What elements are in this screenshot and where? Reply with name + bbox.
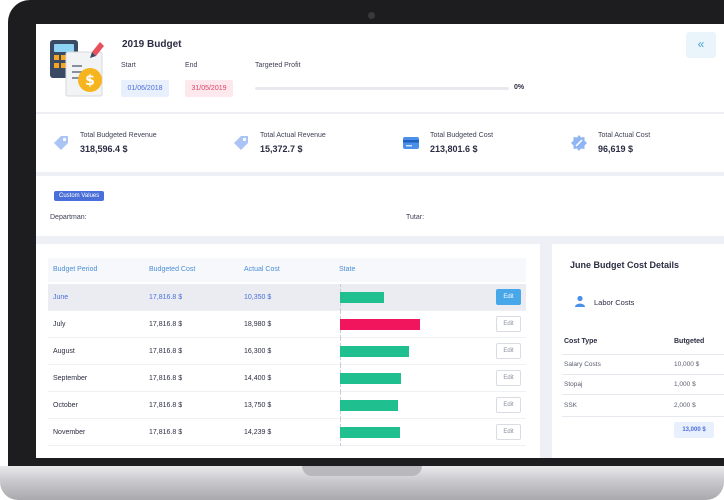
column-header: Budgeted Cost [149, 266, 196, 273]
table-row[interactable]: August 17,816.8 $ 16,300 $ Edit [48, 338, 526, 365]
start-label: Start [121, 62, 136, 69]
stat-value: 15,372.7 $ [260, 144, 303, 154]
budgeted-cell: 10,000 $ [674, 361, 700, 368]
custom-values-card: Custom Values Departman: Tutar: [36, 176, 724, 236]
edit-button[interactable]: Edit [496, 343, 521, 359]
budgeted-cost-cell: 17,816.8 $ [149, 429, 183, 436]
credit-card-icon [403, 137, 419, 149]
column-header: Budget Period [53, 266, 98, 273]
actual-cost-cell: 14,239 $ [244, 429, 272, 436]
state-bar [340, 427, 400, 438]
stat-value: 96,619 $ [598, 144, 634, 154]
column-header: State [339, 266, 356, 273]
budgeted-cost-cell: 17,816.8 $ [149, 294, 183, 301]
divider [562, 394, 724, 395]
end-date-field[interactable]: 31/05/2019 [185, 80, 233, 97]
budget-header-card: $ 2019 Budget Start End Targeted Profit … [36, 24, 724, 112]
cost-type-cell: Stopaj [564, 381, 583, 388]
actual-cost-cell: 18,980 $ [244, 321, 272, 328]
custom-values-badge: Custom Values [54, 191, 105, 201]
stat-title: Total Budgeted Cost [430, 132, 494, 139]
period-cell: November [53, 429, 86, 436]
divider [562, 416, 724, 417]
actual-cost-cell: 14,400 $ [244, 375, 272, 382]
badge-icon [571, 135, 587, 151]
cost-details-card: June Budget Cost Details Labor Costs Cos… [552, 244, 724, 458]
table-row[interactable]: September 17,816.8 $ 14,400 $ Edit [48, 365, 526, 392]
cost-type-cell: Salary Costs [564, 361, 601, 368]
edit-button[interactable]: Edit [496, 397, 521, 413]
total-cost-badge: 13,000 $ [674, 422, 714, 438]
budgeted-cell: 1,000 $ [674, 381, 696, 388]
budget-period-table: Budget Period Budgeted Cost Actual Cost … [36, 244, 540, 458]
period-cell: August [53, 348, 75, 355]
stat-title: Total Actual Revenue [260, 132, 326, 139]
divider [562, 354, 724, 355]
table-row[interactable]: July 17,816.8 $ 18,980 $ Edit [48, 311, 526, 338]
budgeted-cost-cell: 17,816.8 $ [149, 375, 183, 382]
period-cell: October [53, 402, 78, 409]
user-icon [575, 295, 585, 307]
amount-label: Tutar: [406, 214, 425, 221]
targeted-profit-label: Targeted Profit [255, 62, 301, 69]
state-bar [340, 400, 398, 411]
state-bar [340, 292, 384, 303]
stat-value: 318,596.4 $ [80, 144, 128, 154]
state-bar [340, 319, 420, 330]
tag-icon [54, 136, 68, 150]
svg-text:$: $ [85, 73, 95, 89]
table-header [48, 258, 526, 282]
state-bar [340, 346, 409, 357]
laptop-notch [302, 466, 422, 476]
period-cell: June [53, 294, 69, 301]
labor-costs-group[interactable]: Labor Costs [574, 294, 694, 310]
profit-progress-bar [255, 87, 509, 90]
budgeted-cell: 2,000 $ [674, 402, 696, 409]
labor-costs-label: Labor Costs [594, 298, 635, 307]
table-row[interactable]: June 17,816.8 $ 10,350 $ Edit [48, 284, 526, 311]
edit-button[interactable]: Edit [496, 370, 521, 386]
budget-title: 2019 Budget [122, 39, 182, 50]
cost-type-header: Cost Type [564, 338, 598, 345]
stat-title: Total Budgeted Revenue [80, 132, 157, 139]
cost-type-cell: SSK [564, 402, 578, 409]
details-title: June Budget Cost Details [570, 260, 680, 270]
state-bar [340, 373, 401, 384]
camera-dot [368, 12, 375, 19]
department-label: Departman: [50, 214, 87, 221]
edit-button[interactable]: Edit [496, 316, 521, 332]
edit-button[interactable]: Edit [496, 424, 521, 440]
edit-button[interactable]: Edit [496, 289, 521, 305]
actual-cost-cell: 13,750 $ [244, 402, 272, 409]
period-cell: July [53, 321, 66, 328]
column-header: Actual Cost [244, 266, 280, 273]
profit-progress-value: 0% [514, 84, 525, 91]
table-row[interactable]: November 17,816.8 $ 14,239 $ Edit [48, 419, 526, 446]
actual-cost-cell: 16,300 $ [244, 348, 272, 355]
actual-cost-cell: 10,350 $ [244, 294, 272, 301]
calculator-icon: $ [50, 40, 104, 97]
budgeted-cost-cell: 17,816.8 $ [149, 348, 183, 355]
stat-title: Total Actual Cost [598, 132, 651, 139]
tag-icon [234, 136, 248, 150]
laptop-bezel: $ 2019 Budget Start End Targeted Profit … [8, 0, 724, 470]
start-date-field[interactable]: 01/06/2018 [121, 80, 169, 97]
end-label: End [185, 62, 198, 69]
divider [562, 374, 724, 375]
app-screen: $ 2019 Budget Start End Targeted Profit … [36, 24, 724, 458]
table-row[interactable]: October 17,816.8 $ 13,750 $ Edit [48, 392, 526, 419]
budgeted-cost-cell: 17,816.8 $ [149, 321, 183, 328]
stat-value: 213,801.6 $ [430, 144, 478, 154]
period-cell: September [53, 375, 88, 382]
budgeted-cost-cell: 17,816.8 $ [149, 402, 183, 409]
totals-card: Total Budgeted Revenue 318,596.4 $ Total… [36, 114, 724, 172]
budgeted-header: Butgeted [674, 338, 705, 345]
collapse-panel-button[interactable]: « [686, 32, 716, 58]
